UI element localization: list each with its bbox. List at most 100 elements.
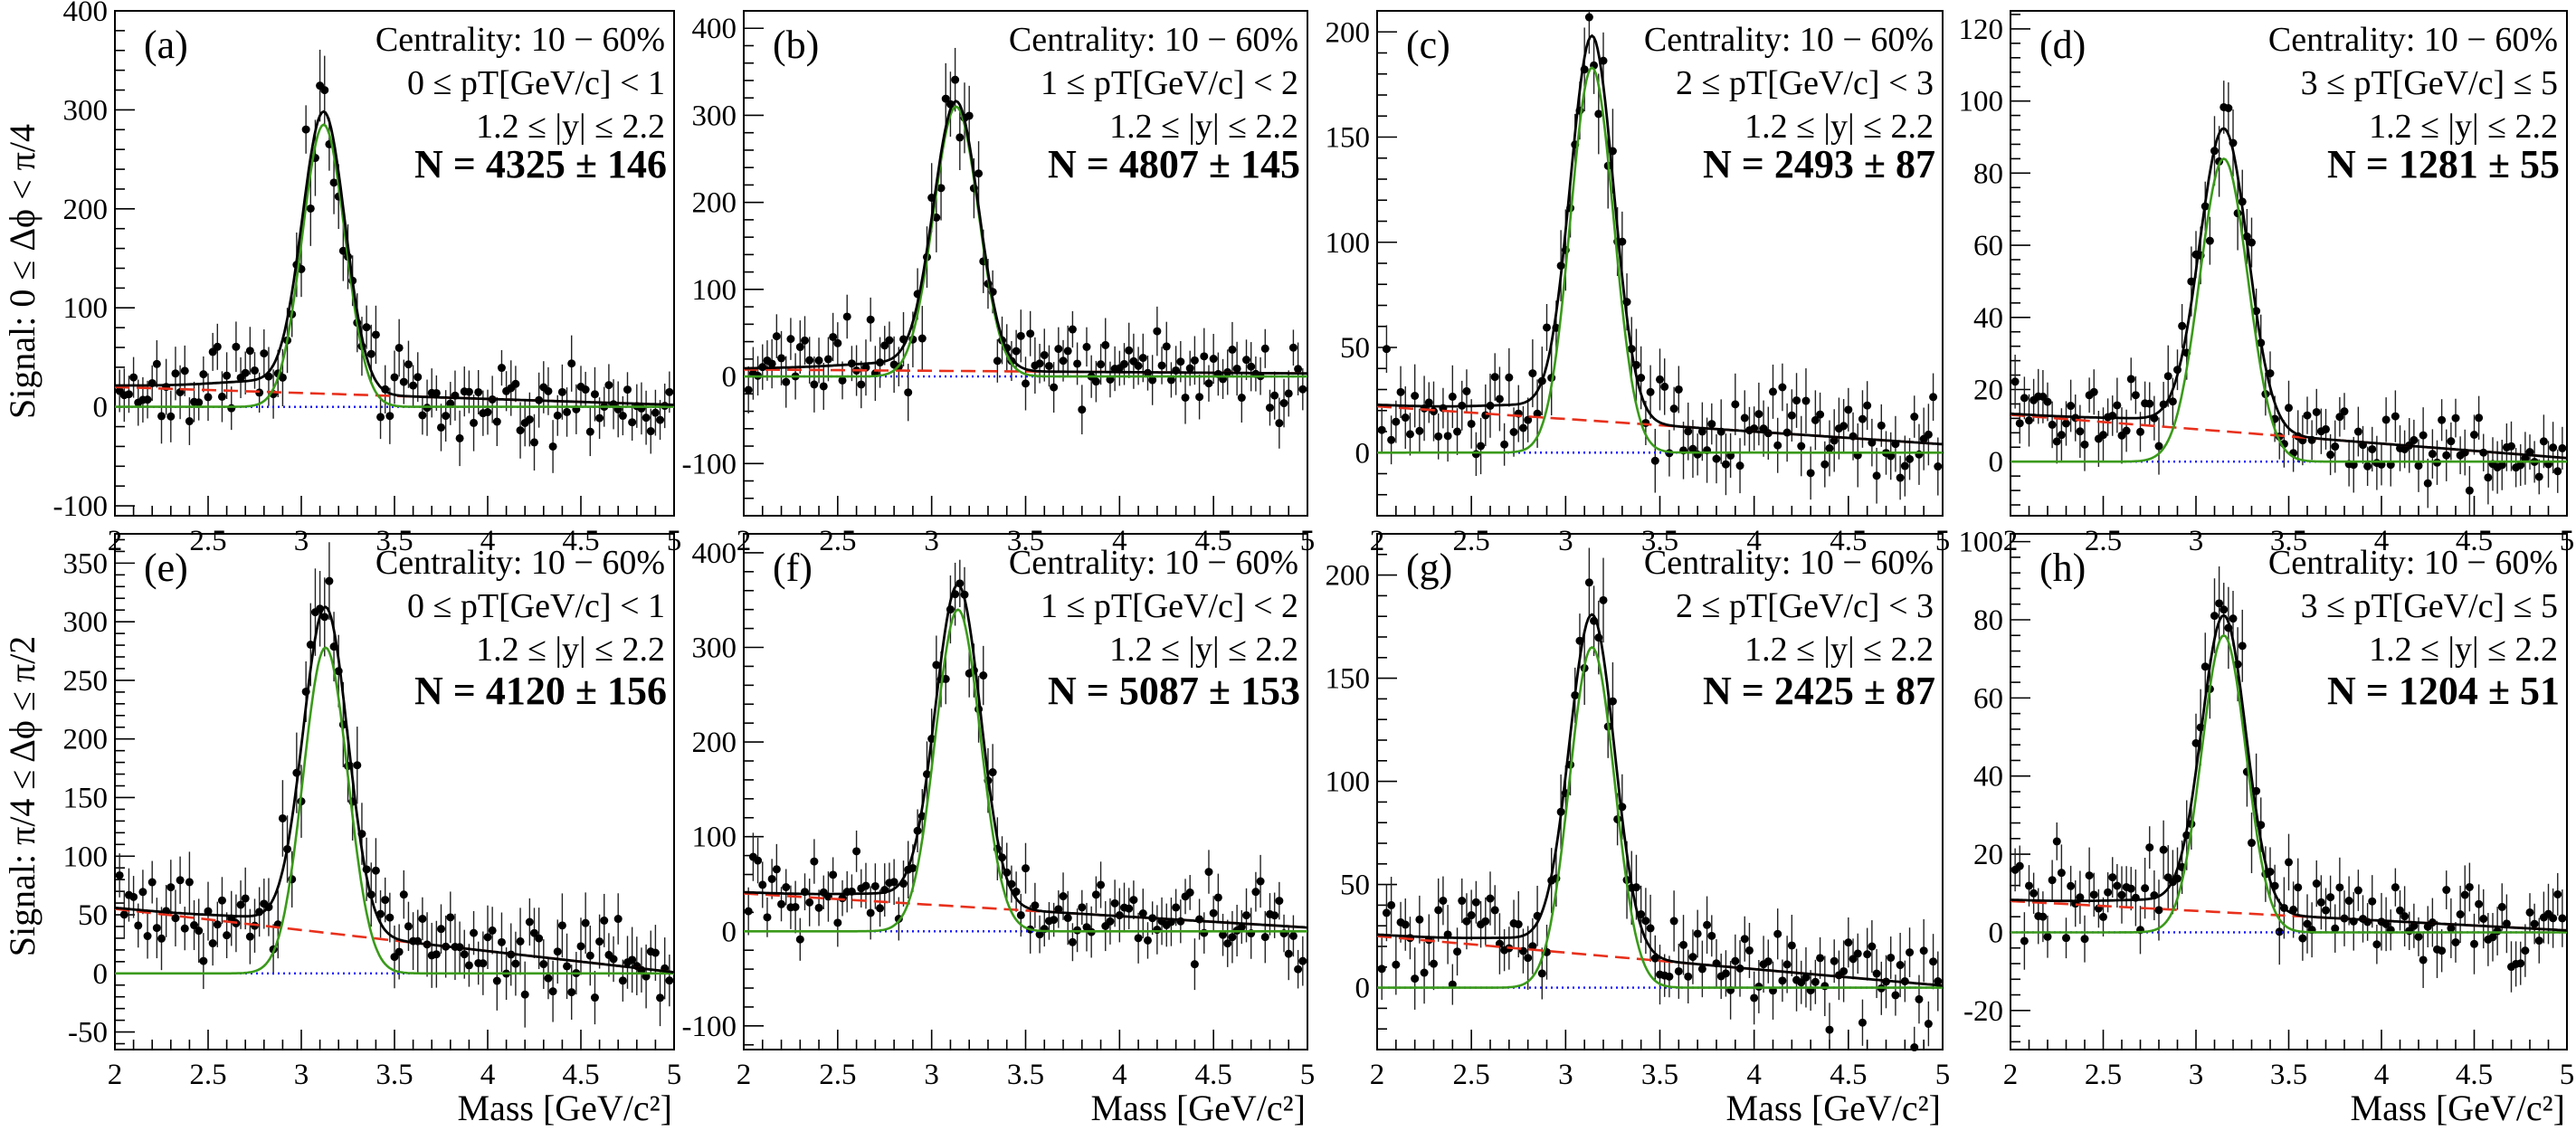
data-point [1906,948,1915,957]
data-point [932,661,941,670]
data-point [134,921,143,930]
data-point [548,442,557,451]
y-tick-label: -50 [68,1017,108,1050]
data-point [2438,415,2447,424]
data-point [1265,404,1274,413]
data-point [1063,347,1072,356]
y-tick-label: -100 [682,1011,737,1043]
data-point [805,356,814,365]
data-point [876,904,885,913]
data-point [464,387,473,396]
data-point [213,342,222,351]
data-point [870,881,879,890]
data-point [1641,917,1650,926]
data-point [1495,394,1504,404]
y-axis-title-bottom: Signal: π/4 ≤ Δϕ ≤ π/2 [2,636,43,956]
data-point [1825,1025,1834,1034]
data-point [1750,993,1759,1003]
y-tick-label: 300 [692,100,737,132]
data-point [814,356,823,365]
x-tick-label: 3.5 [1007,1059,1044,1091]
data-point [1697,965,1706,974]
data-point [1458,897,1467,906]
data-point [1143,936,1152,945]
data-point [563,407,572,416]
y-tick-label: 50 [1340,332,1370,365]
data-point [1674,966,1683,975]
data-point [208,939,217,948]
data-point [1646,387,1655,396]
rapidity-label: 1.2 ≤ |y| ≤ 2.2 [2369,631,2558,669]
data-point [2534,472,2543,481]
x-tick-label: 2.5 [1453,525,1490,557]
data-point [2539,437,2548,446]
data-point [1284,389,1293,398]
data-point [1877,421,1886,430]
x-tick-label: 4.5 [1830,525,1867,557]
data-point [642,413,651,423]
data-point [1778,383,1787,392]
data-point [1204,379,1213,388]
data-point [483,933,492,942]
data-point [1420,968,1429,977]
data-point [199,370,208,379]
data-point [1528,369,1537,378]
data-point [199,956,208,965]
data-point [2414,461,2423,470]
data-point [1242,356,1251,365]
data-point [2335,883,2344,892]
data-point [2312,407,2321,416]
data-point [1896,473,1905,482]
x-tick-label: 2 [108,1059,123,1091]
data-point [637,404,646,413]
data-point [1288,343,1298,352]
data-point [1256,877,1265,886]
data-point [1260,933,1269,942]
data-point [470,928,479,937]
data-point [1887,953,1896,962]
data-point [1401,413,1410,423]
data-point [2353,886,2362,895]
data-point [2475,899,2484,908]
data-point [204,907,213,916]
data-point [1735,461,1744,470]
x-tick-label: 4.5 [1195,1059,1232,1091]
data-point [2191,738,2201,747]
data-point [176,876,185,885]
data-point [852,847,861,856]
data-point [2497,461,2506,470]
data-point [1270,391,1279,400]
data-point [553,947,562,956]
x-tick-label: 3.5 [1641,525,1678,557]
data-point [2372,940,2381,949]
data-point [437,925,445,934]
data-point [129,892,138,901]
data-point [1924,1020,1933,1029]
data-point [511,379,520,388]
data-point [1228,345,1237,354]
pt-range-label: 1 ≤ pT[GeV/c] < 2 [1041,587,1298,625]
data-point [1811,415,1820,424]
y-tick-label: 200 [1326,16,1371,49]
data-point [1839,422,1849,431]
data-point [2062,934,2070,943]
data-point [2419,431,2428,440]
signal-fit-line [744,105,1307,378]
data-point [217,392,226,401]
y-tick-label: -100 [53,490,109,523]
data-point [1669,404,1678,413]
data-point [353,761,362,770]
total-fit-line [114,605,675,974]
data-point [2099,431,2107,440]
data-point [553,411,562,420]
data-point [1190,356,1199,365]
x-axis-title: Mass [GeV/c²] [2351,1088,2565,1128]
data-point [1679,940,1688,949]
data-point [1392,960,1401,969]
y-tick-label: 50 [78,899,108,932]
y-tick-label: -20 [1963,995,2003,1028]
total-fit-line [744,100,1307,375]
data-point [213,920,222,929]
data-point [1247,362,1256,371]
